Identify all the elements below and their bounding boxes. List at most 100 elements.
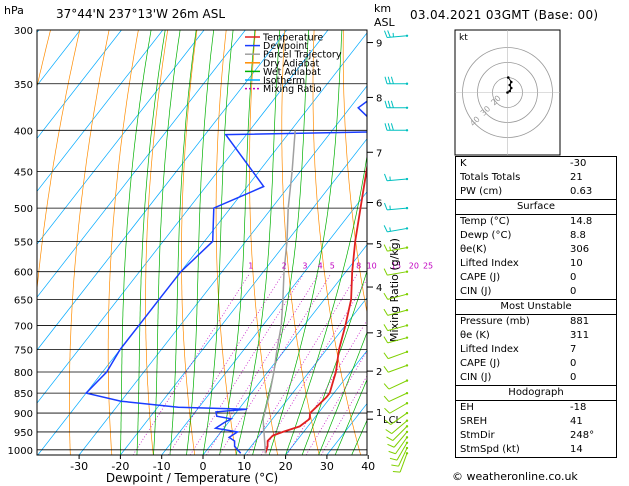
wind-barb-flag [385,429,392,435]
pressure-tick-label: 400 [14,126,33,137]
row-value: 0 [570,272,577,283]
dry-adiabat-line [107,30,139,455]
row-label: θe (K) [460,330,490,341]
wind-barb [384,411,409,425]
x-tick-label: 40 [361,460,375,473]
totals-totals-value: 21 [570,172,583,183]
pressure-tick-label: 750 [14,345,33,356]
dry-adiabat-line [281,30,320,455]
x-tick-label: 0 [200,460,207,473]
wind-barb-dot [405,177,409,181]
mixing-ratio-label: 10 [367,262,377,271]
wind-barb [383,350,409,360]
indices-table: K -30 Totals Totals 21 PW (cm) 0.63 Surface… [455,156,617,458]
x-tick-label: 10 [237,460,251,473]
location-label: 37°44'N 237°13'W 26m ASL [56,7,225,21]
wind-barb [384,123,409,132]
wind-barb-staff [388,380,408,390]
wind-barb-flag [384,202,388,211]
wind-barb-dot [405,292,409,296]
isotherm-line [161,191,367,455]
pressure-tick-label: 450 [14,167,33,178]
wind-barb [384,30,409,39]
wind-barb-staff [396,442,408,461]
wind-barb [383,268,409,276]
row-value: 7 [570,344,577,355]
table-row: θe(K) 306 [456,243,616,257]
wind-barb [384,100,409,110]
wind-barb-flag [392,471,401,473]
wind-barb-flag [383,225,388,233]
wind-barb-dot [405,446,409,450]
legend-label: Parcel Trajectory [263,50,342,61]
km-tick-label: 3 [376,329,382,340]
wind-barb-flag [390,123,394,131]
table-row: Temp (°C) 14.8 [456,214,616,229]
wind-barb-dot [405,350,409,354]
wet-adiabat-line [334,378,367,455]
row-value: 14 [570,444,583,455]
row-label: Lifted Index [460,258,519,269]
wind-barb-flag [387,123,391,131]
wind-barb-staff [399,453,408,473]
row-value: 248° [570,430,595,441]
wind-barb-flag [384,123,388,131]
isotherm-line [37,30,246,298]
wind-barb-staff [388,392,408,403]
parcel-trajectory-line [262,130,296,454]
wind-barb-flag [383,324,389,331]
wind-barb-staff [395,437,408,455]
wind-barb-flag [384,100,388,108]
wind-barb [383,336,409,344]
dry-adiabat-line [69,30,110,455]
table-row: StmDir 248° [456,429,616,443]
table-row: SREH 41 [456,415,616,429]
totals-totals-row: Totals Totals 21 [456,171,616,185]
row-label: Dewp (°C) [460,230,512,241]
wind-barb-dot [405,391,409,395]
x-tick-label: -30 [70,460,88,473]
dry-adiabat-line [181,30,198,455]
wind-barb [391,446,409,467]
table-row: CAPE (J) 0 [456,271,616,285]
wind-barb-half-flag [389,227,391,232]
isotherm-line [37,30,287,351]
hodograph-point [506,76,510,79]
wind-barb [383,324,409,332]
wind-barb-half-flag [389,246,391,251]
mixing-ratio-label: 25 [423,262,433,271]
profile-series [84,100,367,454]
isotherm-line [37,30,164,192]
row-value: 0 [570,358,577,369]
wind-barb-staff [393,431,408,448]
mixing-ratio-axis-title: Mixing Ratio (g/kg) [388,238,401,342]
pressure-tick-label: 900 [14,409,33,420]
wind-barb [384,202,409,211]
wind-barb [383,391,409,403]
wind-barb [383,364,409,373]
wind-barb [383,225,409,233]
wind-barb-flag [383,308,389,316]
wind-barb-flag [384,407,391,414]
row-label: CIN (J) [460,372,492,383]
isotherm-line [78,85,367,455]
x-tick-label: 30 [320,460,334,473]
row-label: SREH [460,416,488,427]
wind-barb-flag [383,336,389,344]
wind-barb-dot [405,82,409,85]
hodograph-point [508,89,512,93]
row-label: Lifted Index [460,344,519,355]
wind-barb-staff [387,324,408,332]
x-tick-label: -10 [153,460,171,473]
isotherm-line [244,297,367,455]
wind-barb-dot [405,430,409,434]
wind-barb [383,244,409,252]
wind-barb-dot [405,246,409,249]
wind-barb-flag [384,419,391,425]
wind-barb-dot [405,106,409,110]
table-row: Lifted Index 10 [456,257,616,271]
wind-barb-staff [387,293,408,300]
wind-barb-dot [405,270,409,273]
wind-barb-dot [405,324,409,327]
